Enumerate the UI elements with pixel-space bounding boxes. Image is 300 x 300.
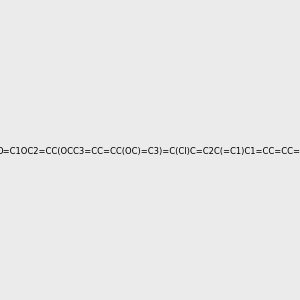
Text: O=C1OC2=CC(OCC3=CC=CC(OC)=C3)=C(Cl)C=C2C(=C1)C1=CC=CC=C1: O=C1OC2=CC(OCC3=CC=CC(OC)=C3)=C(Cl)C=C2C… bbox=[0, 147, 300, 156]
